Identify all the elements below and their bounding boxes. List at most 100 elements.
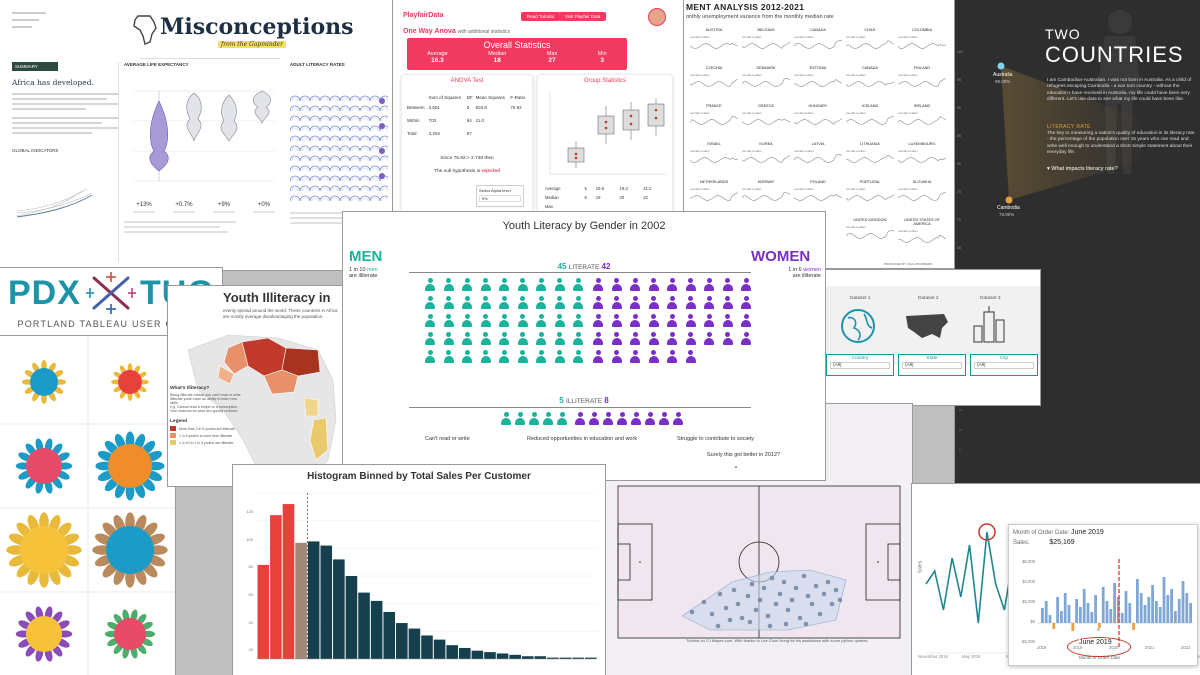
histogram-bar[interactable] xyxy=(408,628,421,659)
country-name: CZECHIA xyxy=(705,66,723,70)
country-name: CANADA xyxy=(810,28,826,32)
y-tick: 40 xyxy=(248,619,253,625)
inner-bar xyxy=(1170,589,1173,623)
person-icon xyxy=(667,278,677,292)
literate-women-count: 42 xyxy=(601,262,611,271)
inner-bar xyxy=(1105,601,1109,623)
y-tick: 100 xyxy=(957,50,963,54)
histogram-bar[interactable] xyxy=(282,504,295,659)
usa-map-icon[interactable] xyxy=(904,310,950,342)
histogram-bar[interactable] xyxy=(484,652,496,659)
g-avg-3: 19.3 xyxy=(619,186,628,191)
sparkline xyxy=(897,78,947,87)
histogram-bar[interactable] xyxy=(257,564,270,659)
person-icon xyxy=(630,314,640,328)
inner-bar xyxy=(1090,612,1094,623)
y-tick: 80 xyxy=(957,162,961,166)
histogram-bar[interactable] xyxy=(383,611,396,659)
sparkline xyxy=(897,192,947,201)
histogram-bar[interactable] xyxy=(458,647,471,659)
histogram-bar[interactable] xyxy=(559,657,572,659)
consequence-1: Can't read or write xyxy=(425,436,470,442)
person-icon xyxy=(554,296,565,310)
read-tutorial-button[interactable]: Read Tutorial xyxy=(521,12,560,21)
histogram-bar[interactable] xyxy=(320,545,333,659)
state-filter[interactable]: State (All) xyxy=(898,354,966,376)
what-impacts-label: What impacts literacy rate? xyxy=(1051,166,1118,172)
literate-men-count: 45 xyxy=(557,262,567,271)
shot-dot xyxy=(765,613,771,619)
histogram-bar[interactable] xyxy=(370,600,383,659)
shot-dot xyxy=(773,601,779,607)
histogram-bar[interactable] xyxy=(345,576,358,659)
histogram-bar[interactable] xyxy=(295,542,307,659)
small-multiple-cell: GREECE overall median xyxy=(741,104,791,138)
histogram-bar[interactable] xyxy=(547,657,559,659)
histogram-bar[interactable] xyxy=(572,657,584,659)
histogram-bar[interactable] xyxy=(521,656,534,659)
visit-playfair-button[interactable]: Visit Playfair Data xyxy=(559,12,607,21)
y-tick: 120 xyxy=(246,509,253,514)
small-multiple-cell: SLOVAKIA overall median xyxy=(897,180,947,214)
histogram-bar[interactable] xyxy=(307,541,320,659)
small-multiple-cell: CHILE overall median xyxy=(845,28,895,62)
cambodia-label: Cambodia xyxy=(997,205,1020,211)
person-icon xyxy=(499,296,509,310)
person-icon xyxy=(462,296,472,310)
next-arrow-icon[interactable]: ⌄ xyxy=(733,463,739,470)
histogram-bar[interactable] xyxy=(421,635,433,659)
gender-question[interactable]: Surely this got better in 2012? xyxy=(707,452,781,458)
sparkline xyxy=(845,116,895,125)
inner-bar xyxy=(1185,593,1189,623)
men-word: men xyxy=(367,267,378,273)
histogram-bar[interactable] xyxy=(396,623,408,659)
small-multiple-cell: NETHERLANDS overall median xyxy=(689,180,739,214)
histogram-bar[interactable] xyxy=(433,639,446,659)
sparkline xyxy=(689,157,739,163)
what-impacts-button[interactable]: ▾ What impacts literacy rate? xyxy=(1047,166,1118,172)
th-blank xyxy=(406,94,428,101)
small-multiple-cell: CANADA overall median xyxy=(845,66,895,100)
histogram-bar[interactable] xyxy=(358,592,370,659)
histogram-bar[interactable] xyxy=(496,653,509,659)
dataset-2-label: Dataset 2 xyxy=(918,296,939,301)
shot-dot xyxy=(837,597,843,603)
literate-word: LITERATE xyxy=(568,264,600,271)
shot-dot xyxy=(783,621,789,627)
sparkline xyxy=(897,234,947,243)
histogram-bar[interactable] xyxy=(270,515,282,659)
alpha-select[interactable]: Select Alpha level 5% xyxy=(476,185,524,207)
datasets-panel: Dataset 1 Dataset 2 Dataset 3 Country (A… xyxy=(820,270,1040,405)
small-multiple-cell: HUNGARY overall median xyxy=(793,104,843,138)
person-icon xyxy=(685,332,696,346)
th-df: DF xyxy=(466,95,473,100)
histogram-bar[interactable] xyxy=(509,654,521,659)
country-name: NETHERLANDS xyxy=(699,180,729,184)
flower xyxy=(104,609,156,659)
g-med-label: Median xyxy=(545,195,559,200)
whats-illiteracy-box: What's Illiteracy? Being illiterate mean… xyxy=(170,386,242,445)
y-tick: 100 xyxy=(246,536,253,542)
histogram-bar[interactable] xyxy=(333,559,345,659)
histogram-bar[interactable] xyxy=(584,657,597,659)
shot-dot xyxy=(833,587,839,593)
globe-icon[interactable] xyxy=(838,306,878,346)
person-icon xyxy=(462,332,472,346)
person-icon xyxy=(499,278,509,292)
city-skyline-icon[interactable] xyxy=(970,304,1010,344)
highlight-circle-label: June 2019 xyxy=(1079,639,1112,646)
histogram-bar[interactable] xyxy=(446,645,458,659)
title-small: TWO xyxy=(1045,26,1081,42)
histogram-bar[interactable] xyxy=(471,650,484,659)
person-icon xyxy=(480,314,491,328)
histogram-bar[interactable] xyxy=(534,656,547,659)
g-avg-1: 5 xyxy=(584,186,587,191)
person-icon xyxy=(501,412,511,426)
person-icon xyxy=(648,278,659,292)
city-filter[interactable]: City (All) xyxy=(970,354,1038,376)
person-icon xyxy=(630,278,640,292)
country-filter[interactable]: Country (All) xyxy=(826,354,894,376)
women-ratio-post: are illiterate xyxy=(792,273,821,279)
misconceptions-panel: Misconceptions from the Gapminder SUMMAR… xyxy=(0,0,392,270)
